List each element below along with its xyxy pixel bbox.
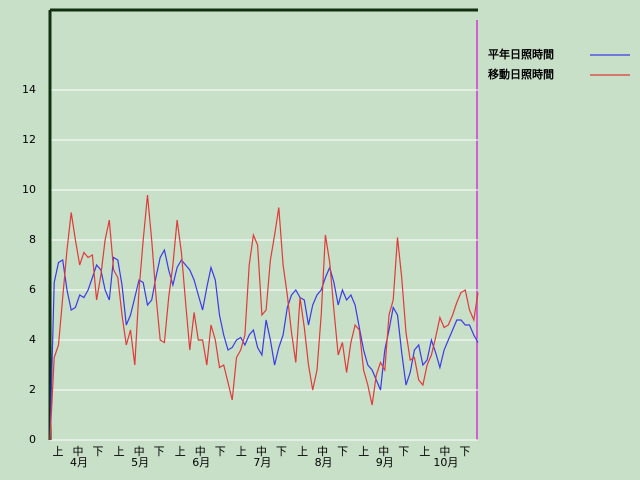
y-tick-label: 14 [22,83,36,96]
dekad-label: 下 [215,445,226,458]
dekad-label: 下 [398,445,409,458]
legend-label: 移動日照時間 [488,67,554,81]
legend-label: 平年日照時間 [488,47,554,61]
y-tick-label: 4 [29,333,36,346]
dekad-label: 上 [419,445,430,458]
month-label: 9月 [376,456,394,469]
data-line [49,248,479,441]
y-tick-label: 2 [29,383,36,396]
dekad-label: 中 [317,445,328,458]
dekad-label: 上 [175,445,186,458]
y-tick-label: 8 [29,233,36,246]
data-line [49,194,479,441]
month-label: 5月 [131,456,149,469]
dekad-label: 上 [358,445,369,458]
y-tick-label: 12 [22,133,36,146]
month-label: 8月 [315,456,333,469]
month-label: 7月 [253,456,271,469]
dekad-label: 中 [439,445,450,458]
dekad-label: 中 [378,445,389,458]
month-label: 6月 [192,456,210,469]
month-label: 4月 [70,456,88,469]
dekad-label: 下 [276,445,287,458]
dekad-label: 上 [114,445,125,458]
dekad-label: 中 [195,445,206,458]
dekad-label: 下 [459,445,470,458]
y-tick-label: 10 [22,183,36,196]
y-tick-label: 0 [29,433,36,446]
dekad-label: 中 [256,445,267,458]
dekad-label: 中 [134,445,145,458]
y-tick-label: 6 [29,283,36,296]
dekad-label: 上 [236,445,247,458]
dekad-label: 下 [154,445,165,458]
month-label: 10月 [433,456,458,469]
dekad-label: 下 [337,445,348,458]
dekad-label: 上 [297,445,308,458]
dekad-label: 上 [53,445,64,458]
dekad-label: 下 [93,445,104,458]
dekad-label: 中 [73,445,84,458]
